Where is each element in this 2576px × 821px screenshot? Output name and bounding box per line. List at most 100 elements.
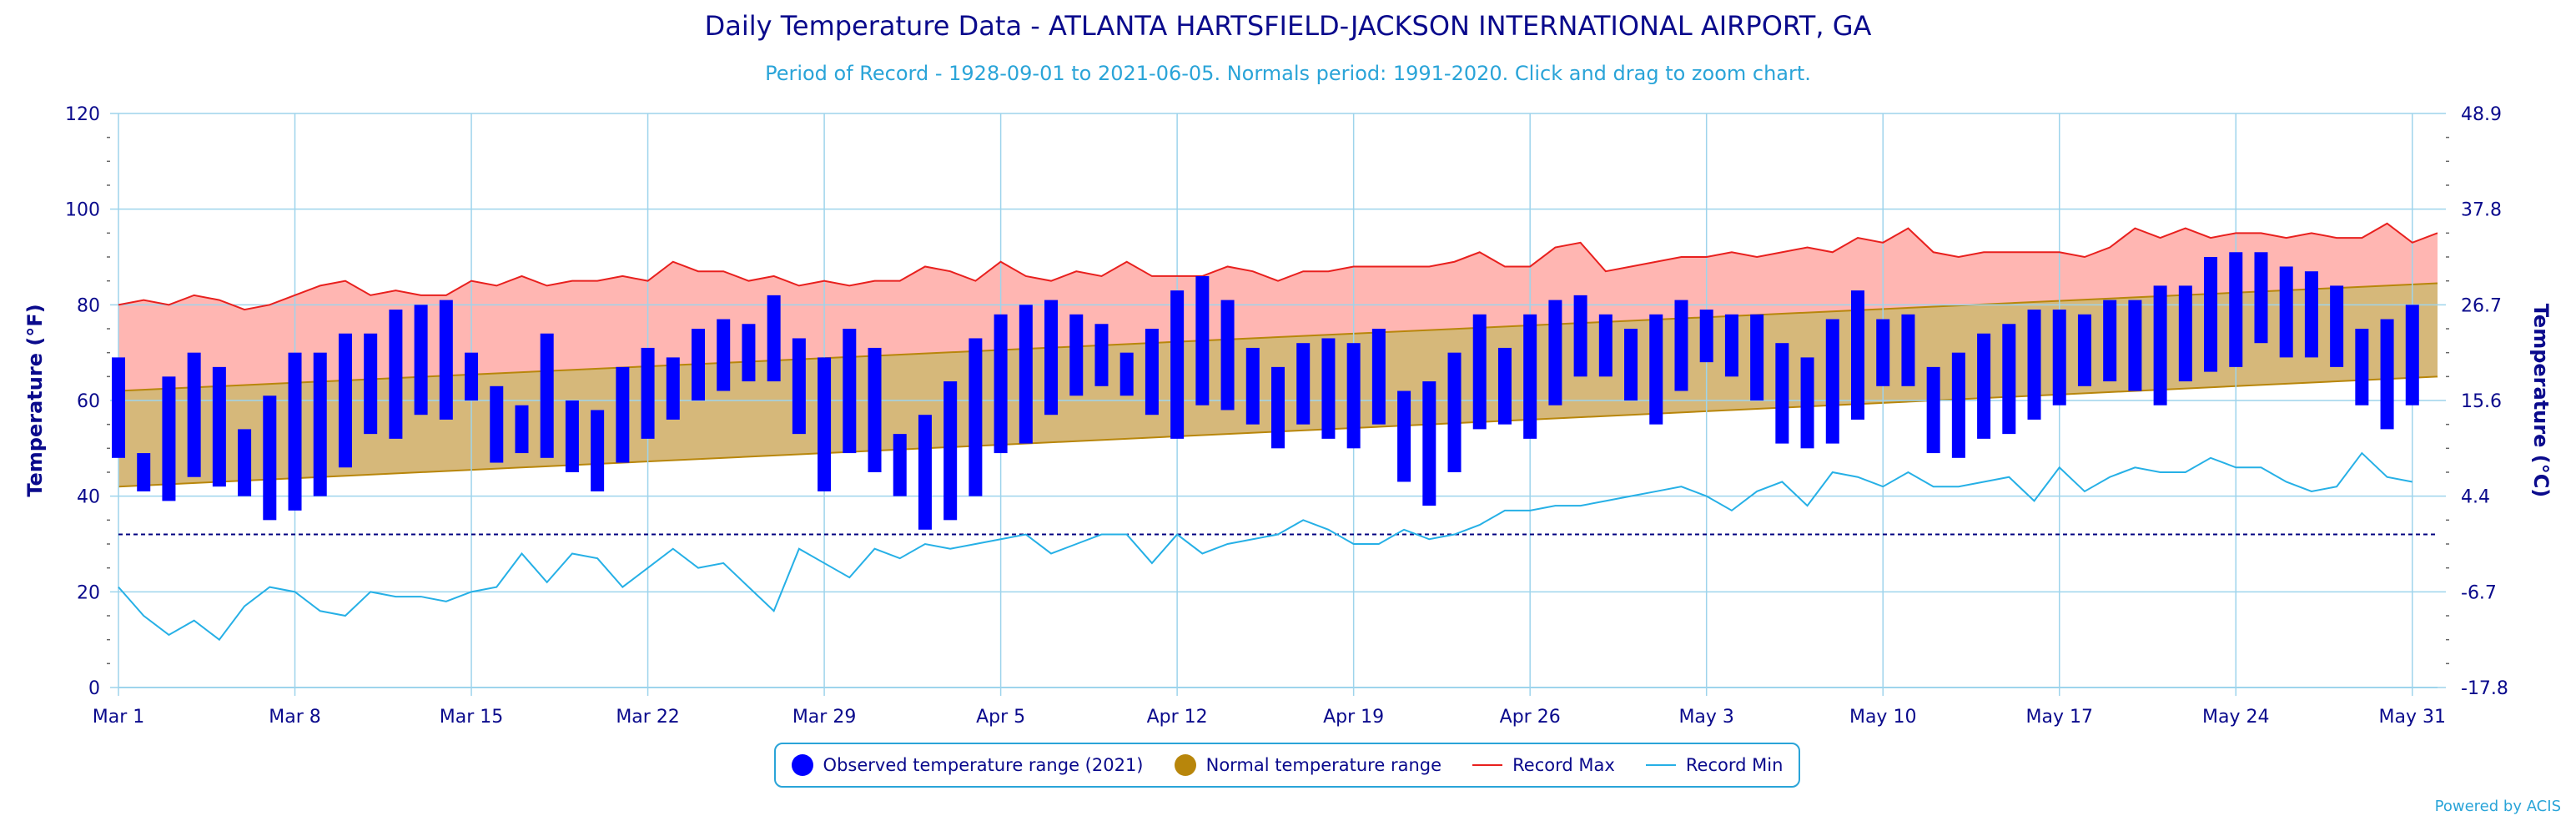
observed-bar <box>1573 295 1587 377</box>
y-tick-label-right: 15.6 <box>2461 391 2502 412</box>
x-tick-label: Apr 12 <box>1147 707 1208 728</box>
observed-bar <box>969 338 983 496</box>
y-tick-label: 20 <box>77 582 100 603</box>
observed-bar <box>1624 329 1638 400</box>
credit-link[interactable]: Powered by ACIS <box>2434 798 2561 815</box>
observed-bar <box>490 385 504 463</box>
y-tick-label: 40 <box>77 487 100 508</box>
observed-bar <box>1951 352 1965 458</box>
record-min-swatch-icon <box>1645 764 1676 766</box>
legend-label-normal: Normal temperature range <box>1205 755 1442 775</box>
observed-bar <box>1019 305 1033 444</box>
observed-bar <box>288 352 302 511</box>
observed-bar <box>162 376 176 501</box>
observed-bar <box>187 352 201 477</box>
observed-bar <box>1926 366 1940 454</box>
observed-bar <box>2077 314 2091 386</box>
observed-bar <box>2304 271 2318 358</box>
record-max-swatch-icon <box>1472 764 1503 766</box>
observed-bar <box>2229 252 2243 367</box>
observed-bar <box>338 333 352 468</box>
legend-label-record-max: Record Max <box>1512 755 1615 775</box>
observed-bar <box>918 415 932 530</box>
observed-bar <box>2178 285 2192 382</box>
observed-bar <box>1649 314 1663 425</box>
observed-bar <box>1296 343 1311 425</box>
observed-bar <box>1977 333 1991 439</box>
observed-bar <box>868 347 882 472</box>
observed-bar <box>1901 314 1915 386</box>
legend-item-normal[interactable]: Normal temperature range <box>1174 754 1442 776</box>
observed-bar <box>1119 352 1134 396</box>
plot-area[interactable]: 0 -17.8 20 -6.7 40 4.4 60 15.6 80 26.7 100 37.8 120 4… <box>0 0 2576 734</box>
y-tick-label-right: 26.7 <box>2461 295 2502 316</box>
legend-item-record-max[interactable]: Record Max <box>1472 755 1615 775</box>
y-tick-label: 60 <box>77 391 100 412</box>
observed-bar <box>2330 285 2344 367</box>
observed-bar <box>1750 314 1764 400</box>
record-min-line <box>118 451 2412 642</box>
observed-bar <box>540 333 554 458</box>
observed-bar <box>1497 347 1512 425</box>
y-tick-label: 80 <box>77 295 100 316</box>
observed-bar <box>692 329 705 400</box>
observed-bar <box>112 357 125 458</box>
observed-bar <box>843 329 857 454</box>
observed-bar <box>2128 300 2142 391</box>
legend-label-record-min: Record Min <box>1685 755 1784 775</box>
observed-bar <box>1548 300 1562 405</box>
observed-bar <box>1422 381 1436 506</box>
observed-bar <box>1699 310 1713 363</box>
observed-bar <box>1069 314 1084 396</box>
observed-bar <box>1271 366 1285 449</box>
observed-bar <box>2153 285 2167 405</box>
observed-bar <box>1220 300 1235 410</box>
chart-subtitle: Period of Record - 1928-09-01 to 2021-06… <box>765 62 1811 85</box>
observed-bar <box>238 429 252 496</box>
observed-bar <box>1523 314 1537 439</box>
record-max-line <box>118 222 2438 311</box>
observed-bar <box>1044 300 1059 416</box>
observed-bar <box>2405 305 2419 405</box>
observed-bar <box>212 366 226 487</box>
observed-bar <box>943 381 958 521</box>
observed-bar <box>1800 357 1814 449</box>
legend-label-observed: Observed temperature range (2021) <box>823 755 1144 775</box>
x-tick-label: May 24 <box>2202 707 2269 728</box>
observed-bar <box>717 319 731 391</box>
observed-bar <box>742 324 756 382</box>
observed-bar <box>616 366 630 463</box>
y-tick-label-right: -6.7 <box>2461 582 2497 603</box>
observed-bar <box>2052 310 2066 405</box>
observed-bar <box>389 310 403 439</box>
legend-item-observed[interactable]: Observed temperature range (2021) <box>791 754 1144 776</box>
observed-bar <box>565 400 579 472</box>
observed-bar <box>137 453 151 491</box>
observed-bar <box>414 305 428 416</box>
observed-bar <box>1094 324 1109 386</box>
legend: Observed temperature range (2021) Normal… <box>774 743 1800 788</box>
y-tick-label-right: -17.8 <box>2461 678 2508 699</box>
observed-bar <box>313 352 327 496</box>
observed-bar <box>2254 252 2268 344</box>
y-tick-label: 120 <box>65 104 100 125</box>
observed-swatch-icon <box>791 754 813 776</box>
y-tick-label-right: 4.4 <box>2461 487 2490 508</box>
observed-bar <box>994 314 1008 454</box>
observed-bar <box>792 338 806 435</box>
y-axis-title: Temperature (°F) <box>23 304 47 496</box>
y-tick-label: 0 <box>88 678 100 699</box>
observed-bar <box>1447 352 1462 472</box>
observed-bar <box>1145 329 1159 416</box>
observed-bar <box>2355 329 2369 405</box>
y-axis-title-right: Temperature (°C) <box>2529 304 2553 498</box>
observed-bar <box>2002 324 2016 435</box>
observed-bar <box>1674 300 1688 391</box>
observed-bar <box>2027 310 2041 420</box>
observed-bar <box>465 352 479 400</box>
legend-item-record-min[interactable]: Record Min <box>1645 755 1784 775</box>
observed-bar <box>2279 266 2293 358</box>
x-tick-label: Apr 19 <box>1323 707 1384 728</box>
x-tick-label: Apr 5 <box>976 707 1025 728</box>
observed-bar <box>2204 257 2218 372</box>
